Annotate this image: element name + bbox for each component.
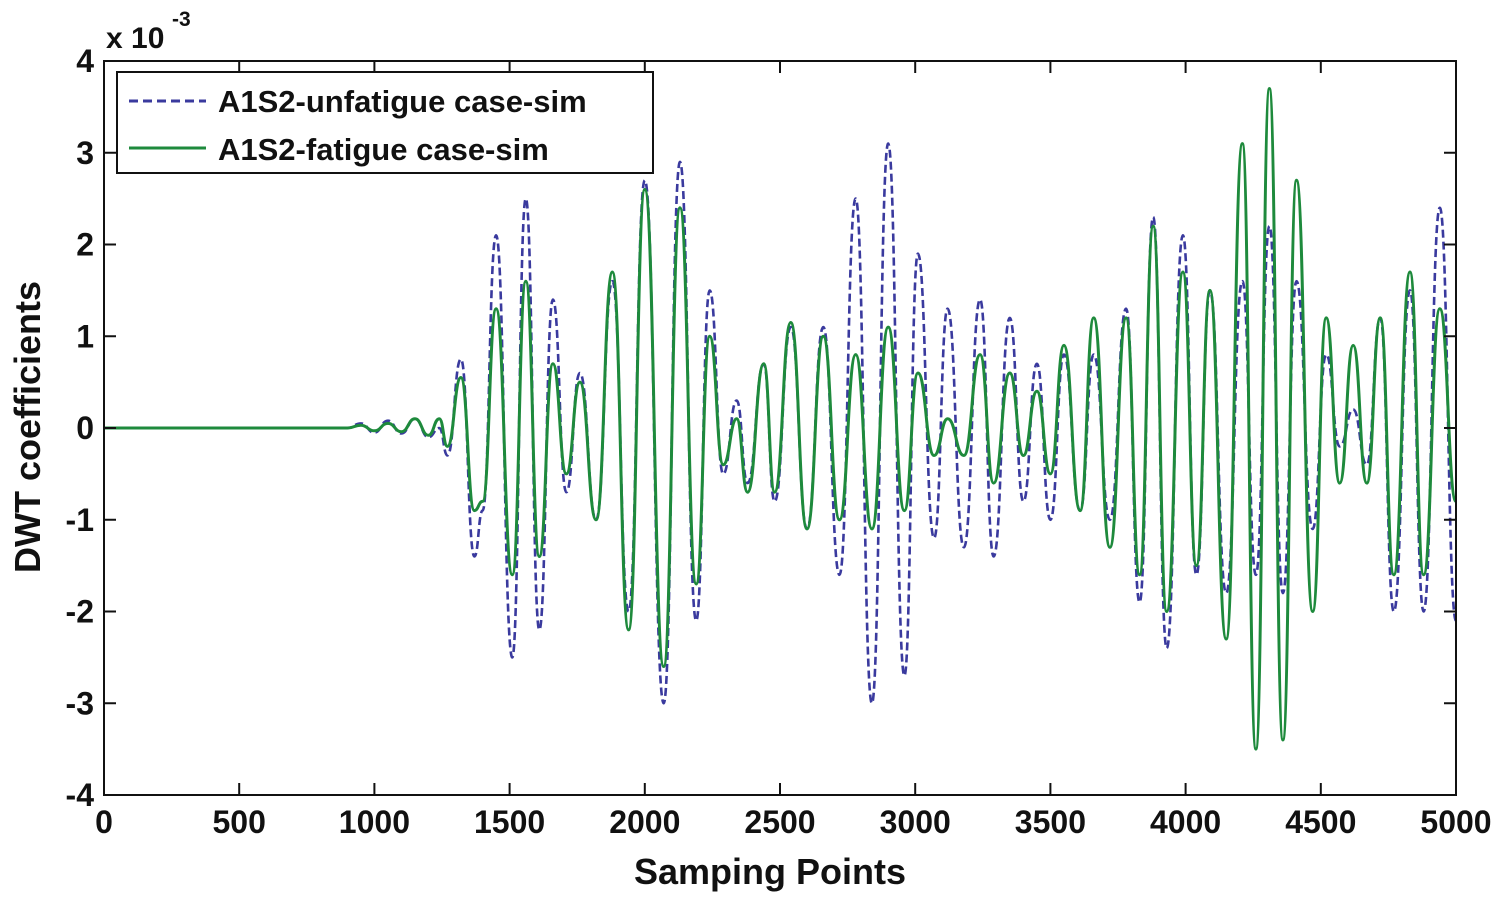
legend-label-unfatigue: A1S2-unfatigue case-sim (218, 84, 587, 119)
y-axis-title: DWT coefficients (7, 281, 48, 573)
y-tick-label: -3 (66, 685, 94, 721)
x-tick-label: 500 (213, 804, 266, 840)
y-exponent-base: x 10 (106, 22, 164, 55)
y-tick-label: -4 (66, 777, 95, 813)
y-tick-label: 4 (76, 43, 94, 79)
y-tick-label: 0 (76, 410, 94, 446)
series-line-fatigue (104, 87, 1458, 751)
x-tick-label: 4000 (1150, 804, 1221, 840)
y-tick-label: 3 (76, 135, 94, 171)
x-tick-label: 3500 (1015, 804, 1086, 840)
x-tick-label: 5000 (1420, 804, 1491, 840)
series-line-unfatigue (104, 142, 1458, 705)
y-exponent-power: -3 (172, 8, 191, 31)
x-tick-label: 2000 (609, 804, 680, 840)
axis-ticks: 0 500 1000 1500 2000 2500 3000 3500 4000 4500 5000… (66, 43, 1492, 840)
y-tick-label: -1 (66, 502, 94, 538)
x-tick-label: 3000 (880, 804, 951, 840)
series-lines (104, 87, 1458, 751)
y-tick-label: -2 (66, 594, 94, 630)
x-tick-label: 1500 (474, 804, 545, 840)
x-axis-title: Samping Points (634, 851, 906, 892)
legend-label-fatigue: A1S2-fatigue case-sim (218, 132, 549, 167)
x-tick-label: 0 (95, 804, 113, 840)
x-tick-label: 4500 (1285, 804, 1356, 840)
x-tick-label: 1000 (339, 804, 410, 840)
y-tick-label: 1 (76, 318, 94, 354)
legend-box (116, 71, 654, 174)
y-tick-label: 2 (76, 227, 94, 263)
x-tick-label: 2500 (744, 804, 815, 840)
legend: A1S2-unfatigue case-sim A1S2-fatigue cas… (116, 71, 654, 174)
